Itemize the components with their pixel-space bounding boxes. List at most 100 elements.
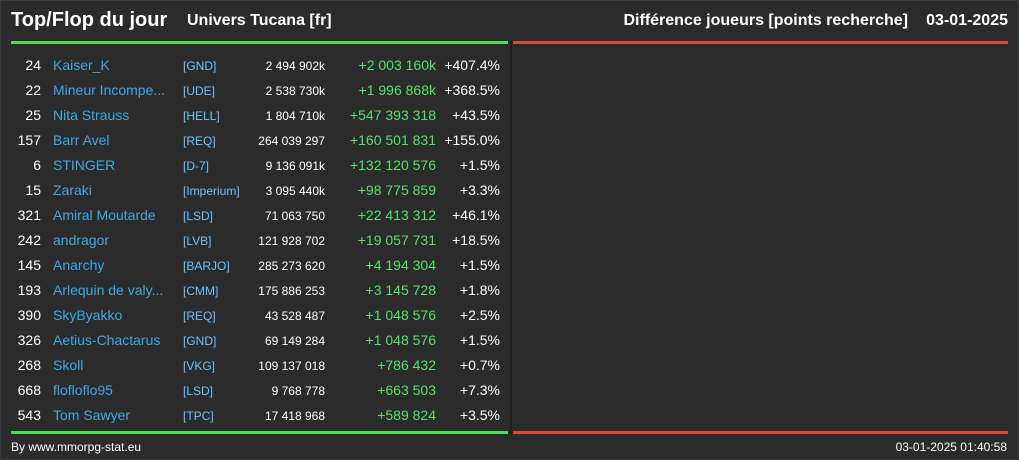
player-link[interactable]: Barr Avel <box>53 132 110 148</box>
rank: 390 <box>17 307 41 323</box>
percent-value: +18.5% <box>452 232 500 248</box>
percent-value: +3.5% <box>459 407 500 423</box>
rank: 668 <box>17 382 41 398</box>
player-link[interactable]: SkyByakko <box>53 307 123 323</box>
list-item: 242 andragor [LVB] 121 928 702 +19 057 7… <box>11 228 508 253</box>
player-link[interactable]: Tom Sawyer <box>53 407 131 423</box>
percent-value: +407.4% <box>444 57 500 73</box>
delta-value: +3 145 728 <box>365 282 436 298</box>
points-value: 1 804 710k <box>265 109 325 123</box>
percent-value: +46.1% <box>452 207 500 223</box>
rank: 193 <box>17 282 41 298</box>
list-item: 326 Aetius-Chactarus [GND] 69 149 284 +1… <box>11 328 508 353</box>
alliance-link[interactable]: [VKG] <box>183 359 216 373</box>
points-value: 3 095 440k <box>265 184 325 198</box>
player-link[interactable]: andragor <box>53 232 110 248</box>
delta-value: +132 120 576 <box>349 157 436 173</box>
delta-value: +1 048 576 <box>365 307 436 323</box>
percent-value: +2.5% <box>459 307 500 323</box>
rank: 24 <box>25 57 41 73</box>
player-link[interactable]: flofloflo95 <box>53 382 113 398</box>
alliance-link[interactable]: [LVB] <box>183 234 212 248</box>
delta-value: +22 413 312 <box>357 207 436 223</box>
alliance-link[interactable]: [TPC] <box>183 409 214 423</box>
alliance-link[interactable]: [LSD] <box>183 384 214 398</box>
list-item: 268 Skoll [VKG] 109 137 018 +786 432 +0.… <box>11 353 508 378</box>
rank: 157 <box>17 132 41 148</box>
alliance-link[interactable]: [CMM] <box>183 284 219 298</box>
points-value: 264 039 297 <box>258 134 325 148</box>
delta-value: +1 048 576 <box>365 332 436 348</box>
points-value: 121 928 702 <box>258 234 325 248</box>
points-value: 17 418 968 <box>264 409 325 423</box>
top-line-lower <box>11 431 508 434</box>
alliance-link[interactable]: [GND] <box>183 59 217 73</box>
panel-divider <box>510 41 512 434</box>
alliance-link[interactable]: [GND] <box>183 334 217 348</box>
rank: 6 <box>33 157 41 173</box>
delta-value: +160 501 831 <box>349 132 436 148</box>
percent-value: +1.8% <box>459 282 500 298</box>
header: Top/Flop du jour Univers Tucana [fr] Dif… <box>1 1 1019 41</box>
percent-value: +7.3% <box>459 382 500 398</box>
points-value: 71 063 750 <box>264 209 325 223</box>
rank: 15 <box>25 182 41 198</box>
universe-label: Univers Tucana [fr] <box>187 12 332 29</box>
percent-value: +368.5% <box>444 82 500 98</box>
flop-line-upper <box>513 41 1008 44</box>
list-item: 24 Kaiser_K [GND] 2 494 902k +2 003 160k… <box>11 53 508 78</box>
player-link[interactable]: Skoll <box>53 357 84 373</box>
percent-value: +0.7% <box>459 357 500 373</box>
alliance-link[interactable]: [BARJO] <box>183 259 230 273</box>
list-item: 22 Mineur Incompe... [UDE] 2 538 730k +1… <box>11 78 508 103</box>
list-item: 25 Nita Strauss [HELL] 1 804 710k +547 3… <box>11 103 508 128</box>
points-value: 9 136 091k <box>265 159 325 173</box>
alliance-link[interactable]: [LSD] <box>183 209 214 223</box>
player-link[interactable]: Kaiser_K <box>53 57 110 73</box>
points-value: 109 137 018 <box>258 359 325 373</box>
rank: 22 <box>25 82 41 98</box>
alliance-link[interactable]: [REQ] <box>183 309 216 323</box>
percent-value: +1.5% <box>459 332 500 348</box>
player-link[interactable]: Amiral Moutarde <box>53 207 156 223</box>
delta-value: +2 003 160k <box>358 57 436 73</box>
percent-value: +43.5% <box>452 107 500 123</box>
list-item: 668 flofloflo95 [LSD] 9 768 778 +663 503… <box>11 378 508 403</box>
alliance-link[interactable]: [Imperium] <box>183 184 240 198</box>
alliance-link[interactable]: [D-7] <box>183 159 210 173</box>
delta-value: +786 432 <box>377 357 436 373</box>
points-value: 285 273 620 <box>258 259 325 273</box>
player-link[interactable]: STINGER <box>53 157 116 173</box>
points-value: 2 538 730k <box>265 84 325 98</box>
alliance-link[interactable]: [UDE] <box>183 84 216 98</box>
percent-value: +155.0% <box>444 132 500 148</box>
player-link[interactable]: Zaraki <box>53 182 92 198</box>
list-item: 321 Amiral Moutarde [LSD] 71 063 750 +22… <box>11 203 508 228</box>
page-title: Top/Flop du jour <box>11 9 168 31</box>
player-link[interactable]: Mineur Incompe... <box>53 82 166 98</box>
alliance-link[interactable]: [REQ] <box>183 134 216 148</box>
points-value: 9 768 778 <box>271 384 325 398</box>
rank: 145 <box>17 257 41 273</box>
alliance-link[interactable]: [HELL] <box>183 109 220 123</box>
delta-value: +4 194 304 <box>365 257 436 273</box>
flop-line-lower <box>513 431 1008 434</box>
player-link[interactable]: Aetius-Chactarus <box>53 332 161 348</box>
list-item: 6 STINGER [D-7] 9 136 091k +132 120 576 … <box>11 153 508 178</box>
points-value: 43 528 487 <box>264 309 325 323</box>
delta-value: +547 393 318 <box>349 107 436 123</box>
delta-value: +19 057 731 <box>357 232 436 248</box>
delta-value: +663 503 <box>377 382 436 398</box>
credit-link[interactable]: By www.mmorpg-stat.eu <box>11 440 142 454</box>
metric-label: Différence joueurs [points recherche] <box>623 12 908 29</box>
player-link[interactable]: Anarchy <box>53 257 105 273</box>
top-players-list: 24 Kaiser_K [GND] 2 494 902k +2 003 160k… <box>11 44 508 432</box>
timestamp: 03-01-2025 01:40:58 <box>895 440 1007 454</box>
player-link[interactable]: Arlequin de valy... <box>53 282 164 298</box>
delta-value: +1 996 868k <box>358 82 436 98</box>
list-item: 15 Zaraki [Imperium] 3 095 440k +98 775 … <box>11 178 508 203</box>
list-item: 145 Anarchy [BARJO] 285 273 620 +4 194 3… <box>11 253 508 278</box>
delta-value: +589 824 <box>377 407 436 423</box>
player-link[interactable]: Nita Strauss <box>53 107 130 123</box>
